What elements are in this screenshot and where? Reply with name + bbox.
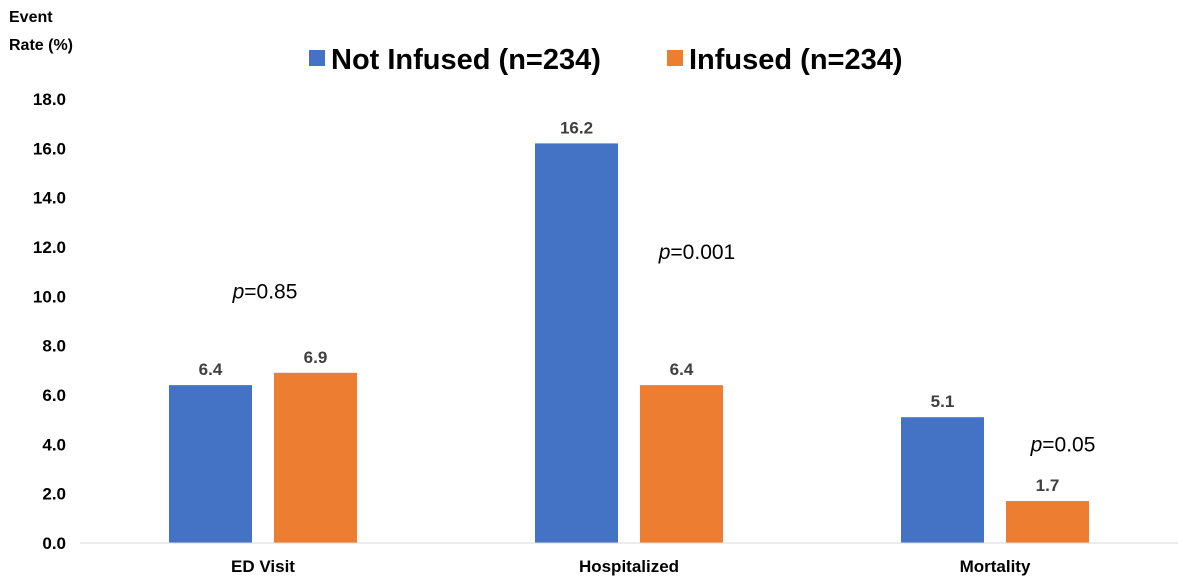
legend-label: Infused (n=234) [689, 44, 903, 76]
bar-infused [1006, 501, 1089, 543]
y-tick-label: 12.0 [33, 238, 66, 257]
legend-swatch [309, 50, 325, 66]
p-value-annotation: p=0.05 [1030, 433, 1096, 456]
data-label: 16.2 [560, 118, 593, 137]
category-labels: ED Visit Hospitalized Mortality [231, 557, 1031, 576]
bars [169, 143, 1089, 543]
bar-infused [640, 385, 723, 543]
bar-not-infused [901, 417, 984, 543]
data-label: 5.1 [931, 392, 955, 411]
y-tick-label: 14.0 [33, 189, 66, 208]
data-labels: 6.4 6.9 16.2 6.4 5.1 1.7 [199, 118, 1060, 495]
y-axis-title-line-1: Event [9, 9, 53, 26]
y-tick-label: 16.0 [33, 139, 66, 158]
y-tick-label: 0.0 [42, 534, 66, 553]
y-axis-title: Event Rate (%) [9, 9, 73, 54]
bar-not-infused [169, 385, 252, 543]
bar-not-infused [535, 143, 618, 543]
legend: Not Infused (n=234) Infused (n=234) [309, 44, 903, 76]
p-value: =0.001 [670, 241, 735, 264]
data-label: 1.7 [1036, 476, 1060, 495]
y-tick-label: 10.0 [33, 287, 66, 306]
p-value: =0.85 [244, 280, 297, 303]
p-symbol: p [232, 280, 245, 303]
category-label: Hospitalized [579, 557, 679, 576]
category-label: Mortality [960, 557, 1031, 576]
y-tick-label: 6.0 [42, 386, 66, 405]
p-value: =0.05 [1042, 433, 1095, 456]
bar-infused [274, 372, 357, 543]
category-label: ED Visit [231, 557, 295, 576]
p-value-annotation: p=0.85 [232, 280, 298, 303]
y-tick-label: 18.0 [33, 90, 66, 109]
y-axis-ticks: 0.0 2.0 4.0 6.0 8.0 10.0 12.0 14.0 16.0 18.0 [33, 90, 66, 553]
y-axis-title-line-2: Rate (%) [9, 37, 73, 54]
p-symbol: p [658, 241, 671, 264]
y-tick-label: 2.0 [42, 485, 66, 504]
y-tick-label: 8.0 [42, 337, 66, 356]
legend-swatch [667, 50, 683, 66]
data-label: 6.9 [304, 348, 328, 367]
y-tick-label: 4.0 [42, 435, 66, 454]
data-label: 6.4 [670, 360, 694, 379]
p-symbol: p [1030, 433, 1043, 456]
legend-label: Not Infused (n=234) [331, 44, 601, 76]
data-label: 6.4 [199, 360, 223, 379]
p-value-annotation: p=0.001 [658, 241, 736, 264]
